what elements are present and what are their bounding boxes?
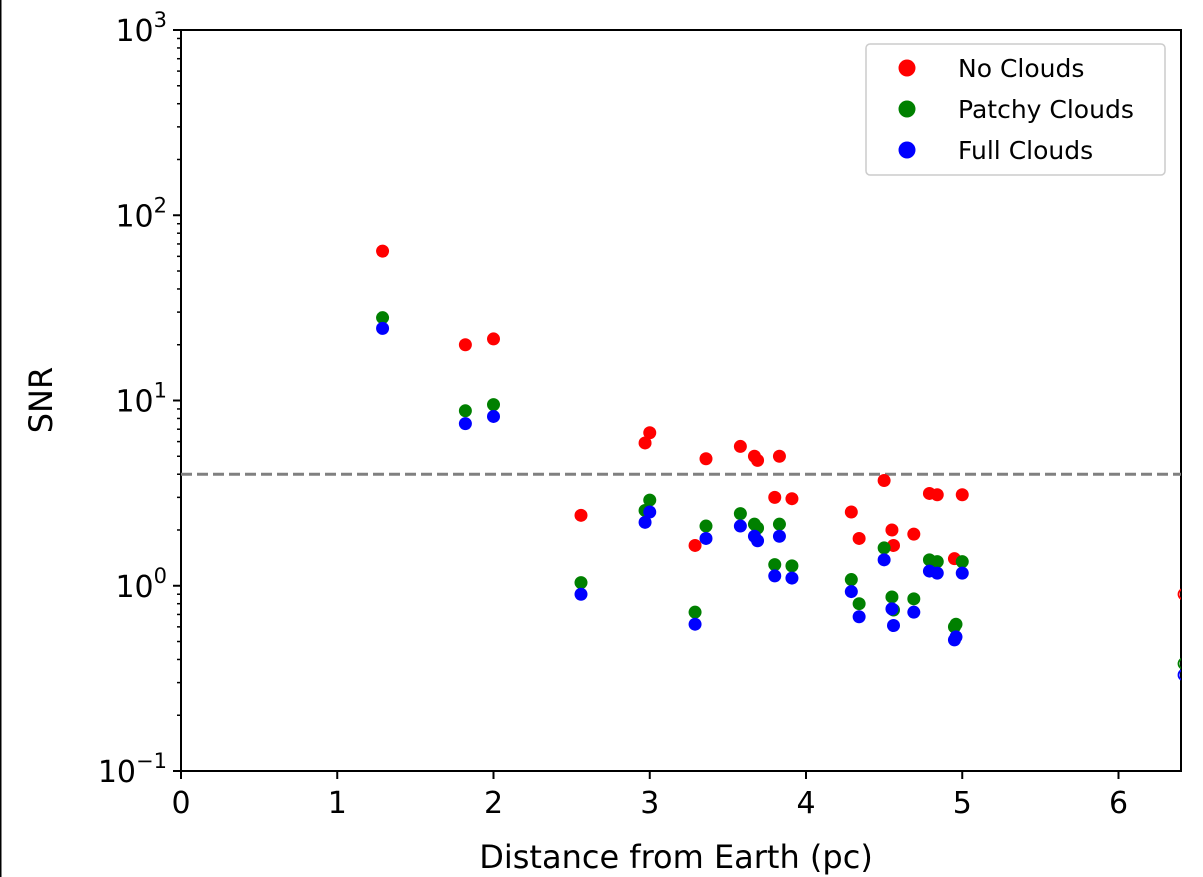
data-point [907, 605, 921, 619]
data-point [458, 417, 472, 431]
data-point [688, 538, 702, 552]
data-point [768, 558, 782, 572]
data-point [955, 566, 969, 580]
y-tick-label: 102 [115, 193, 167, 234]
data-point [955, 488, 969, 502]
data-point [458, 404, 472, 418]
data-point [772, 449, 786, 463]
x-tick-label: 0 [171, 786, 190, 821]
data-point [949, 617, 963, 631]
offscale-point [1177, 669, 1181, 681]
series-group [376, 311, 1181, 670]
data-point [688, 605, 702, 619]
legend-marker [898, 141, 916, 159]
data-point [699, 452, 713, 466]
data-point [887, 619, 900, 633]
plot-area: 0 1 2 3 4 5 6 10−1 100 101 102 103 No Clouds Patchy C… [98, 8, 1182, 821]
data-point [877, 553, 891, 567]
data-point [643, 493, 657, 507]
data-point [955, 555, 969, 569]
data-point [699, 519, 713, 533]
x-tick-label: 3 [640, 786, 659, 821]
data-point [785, 492, 799, 506]
data-point [376, 321, 390, 335]
data-point [772, 529, 786, 543]
data-point [852, 597, 866, 611]
x-tick-label: 5 [953, 786, 972, 821]
x-tick-label: 1 [328, 786, 347, 821]
legend-marker [898, 59, 916, 77]
data-point [768, 569, 782, 583]
data-point [574, 587, 588, 601]
data-point [852, 531, 866, 545]
data-point [376, 244, 390, 258]
data-point [844, 573, 858, 587]
data-point [574, 508, 588, 522]
data-point [487, 409, 500, 423]
data-point [638, 436, 652, 450]
data-point [751, 534, 765, 548]
data-point [751, 453, 765, 467]
data-point [733, 507, 747, 521]
data-point [877, 473, 891, 487]
data-point [907, 527, 921, 541]
data-point [852, 610, 866, 624]
data-point [733, 519, 747, 533]
legend-box [865, 43, 1166, 176]
data-point [699, 531, 713, 545]
data-point [638, 515, 652, 529]
legend-label: Full Clouds [958, 136, 1093, 165]
y-tick-label: 101 [115, 379, 167, 420]
legend-label: No Clouds [958, 54, 1084, 83]
data-point [844, 505, 858, 519]
data-point [458, 338, 472, 352]
x-tick-label: 6 [1109, 786, 1128, 821]
data-point [487, 332, 500, 346]
data-point [785, 559, 799, 573]
data-point [376, 311, 390, 325]
x-tick-label: 4 [796, 786, 815, 821]
data-point [768, 490, 782, 504]
data-point [487, 398, 500, 412]
y-tick-label: 100 [115, 564, 167, 605]
data-point [885, 590, 899, 604]
data-point [885, 523, 899, 537]
y-tick-label: 103 [115, 8, 167, 49]
data-point [907, 592, 921, 606]
offscale-point [1177, 588, 1181, 600]
x-tick-label: 2 [484, 786, 503, 821]
data-point [785, 571, 799, 585]
data-point [930, 555, 944, 569]
data-point [688, 617, 702, 631]
data-point [844, 585, 858, 599]
data-point [877, 541, 891, 555]
series-group [376, 244, 1181, 600]
offscale-point [1177, 657, 1181, 670]
y-tick-label: 10−1 [98, 749, 167, 790]
legend-label: Patchy Clouds [958, 95, 1134, 124]
data-point [930, 566, 944, 580]
legend-marker [898, 100, 916, 118]
data-point [885, 602, 899, 616]
y-axis-label: SNR [22, 367, 60, 433]
data-point [949, 630, 963, 644]
data-point [772, 517, 786, 531]
data-point [733, 439, 747, 453]
data-point [574, 576, 588, 590]
data-point [930, 488, 944, 502]
data-point [643, 426, 657, 440]
data-point [643, 505, 657, 519]
x-axis-label: Distance from Earth (pc) [479, 838, 873, 876]
series-group [376, 321, 1181, 681]
